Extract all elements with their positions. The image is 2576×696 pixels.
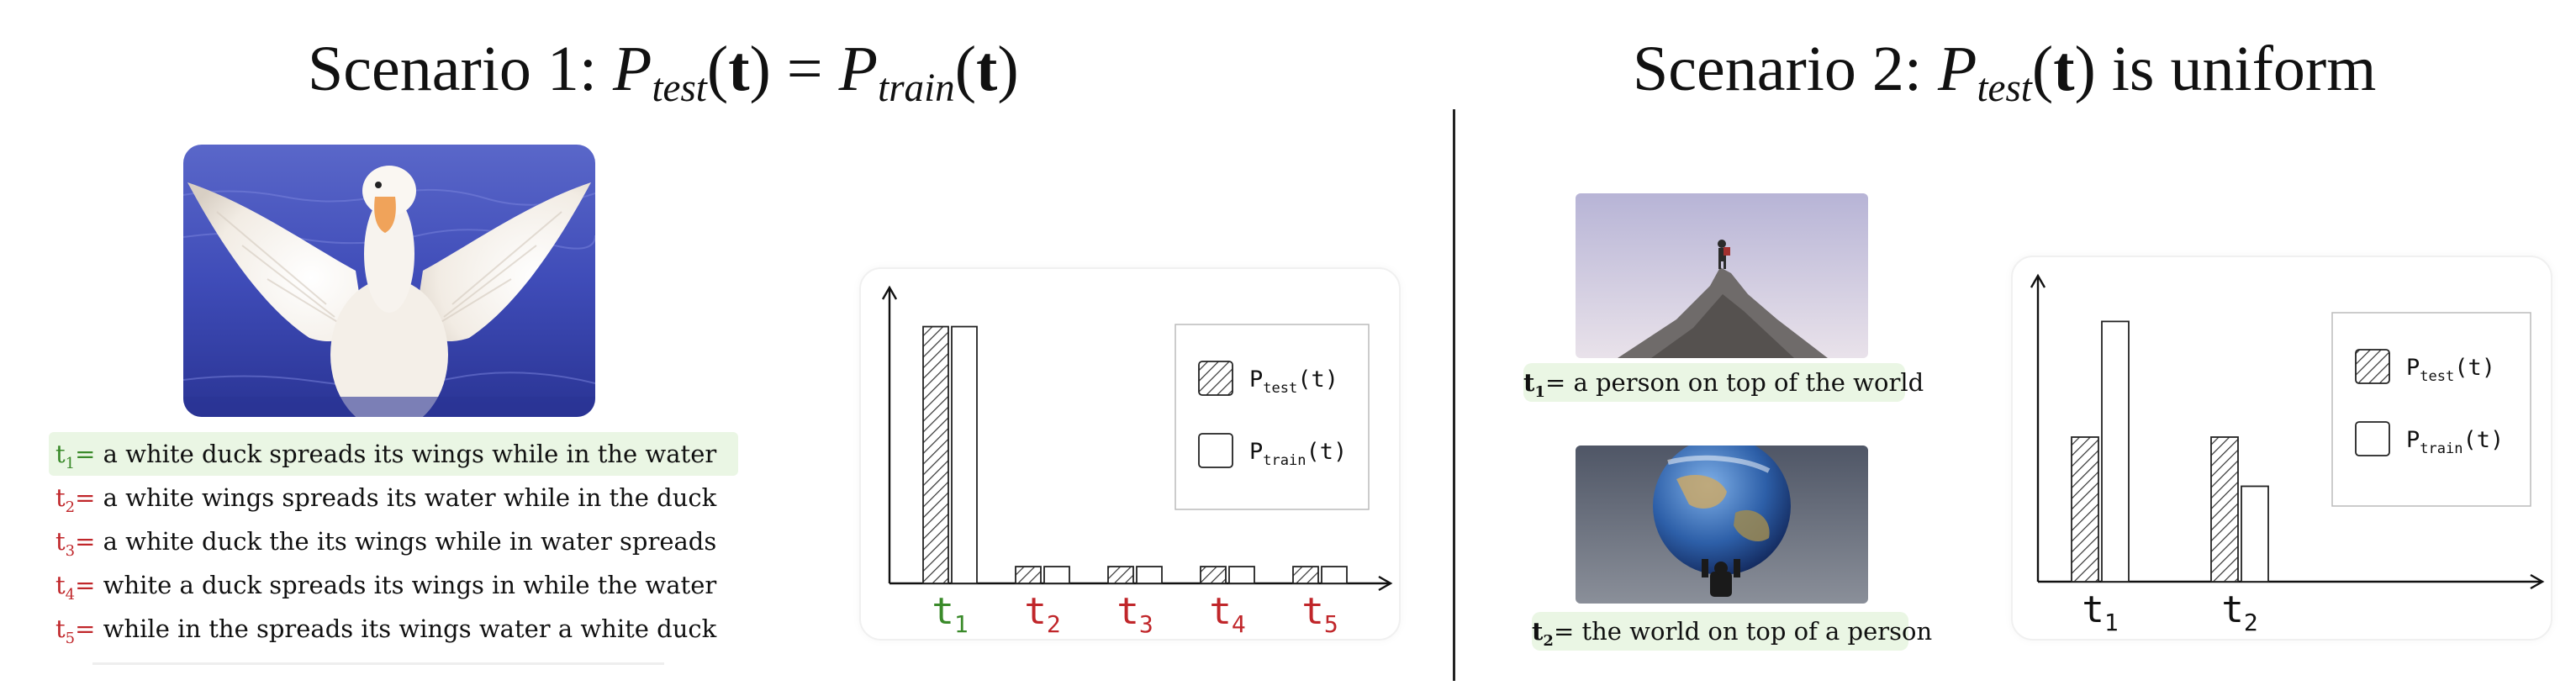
bar-t3-train <box>1136 566 1163 584</box>
caption-list-underline <box>92 662 664 665</box>
scenario2-caption-1-text: a person on top of the world <box>1565 368 1924 397</box>
x-tick-label-t1: t1 <box>932 590 968 638</box>
legend-label-train: Ptrain(t) <box>2406 427 2504 457</box>
scenario1-caption-4-text: white a duck spreads its wings in while … <box>95 571 717 599</box>
scenario1-caption-list: t1= a white duck spreads its wings while… <box>49 432 738 651</box>
bar-t2-test <box>1015 566 1042 584</box>
scenario1-chart-panel: t1 t2 t3 t4 t5 Ptest(t) Ptrain(t) <box>859 267 1401 641</box>
scenario1-caption-3-text: a white duck the its wings while in wate… <box>95 527 717 556</box>
bar-t4-train <box>1228 566 1255 584</box>
scenario1-caption-1-label: t1= <box>55 440 96 472</box>
legend-box <box>2331 312 2531 507</box>
scenario2-caption-1: t1= a person on top of the world <box>1523 363 1924 402</box>
scenario1-title-prefix: Scenario 1: <box>308 34 614 104</box>
legend-swatch-train <box>2355 421 2390 456</box>
scenario2-title: Scenario 2: Ptest(t) is uniform <box>1633 34 2377 111</box>
legend-box <box>1175 324 1370 510</box>
scenario2-caption-2-text: the world on top of a person <box>1574 617 1933 646</box>
bar-t1-train <box>2101 320 2130 583</box>
scenario2-caption-2-label: t2 <box>1532 617 1554 650</box>
scenario1-caption-4-label: t4= <box>55 571 96 604</box>
scenario2-caption-2-eq: = <box>1553 617 1575 646</box>
scenario2-title-suffix: is uniform <box>2095 34 2377 104</box>
x-tick-label-t2: t2 <box>2221 588 2257 636</box>
bar-t4-test <box>1200 566 1227 584</box>
scenario1-chart: t1 t2 t3 t4 t5 Ptest(t) Ptrain(t) <box>881 285 1393 638</box>
bar-t1-test <box>922 325 949 584</box>
legend-swatch-test <box>2355 349 2390 384</box>
scenario2-chart: t1 t2 Ptest(t) Ptrain(t) <box>2030 273 2545 636</box>
legend-swatch-train <box>1198 433 1233 468</box>
x-tick-label-t5: t5 <box>1301 590 1338 638</box>
x-tick-label-t2: t2 <box>1024 590 1060 638</box>
scenario2-caption-1-label: t1 <box>1523 368 1545 401</box>
x-axis-arrow <box>2530 573 2545 590</box>
x-tick-label-t4: t4 <box>1209 590 1245 638</box>
bar-t1-train <box>951 325 978 584</box>
scenario1-caption-4: t4= white a duck spreads its wings in wh… <box>49 563 738 607</box>
scenario2-title-prefix: Scenario 2: <box>1633 34 1939 104</box>
bar-t2-train <box>2241 485 2269 583</box>
scenario1-caption-2-label: t2= <box>55 483 96 516</box>
x-tick-label-t1: t1 <box>2082 588 2118 636</box>
scenario1-caption-1-text: a white duck spreads its wings while in … <box>95 440 717 468</box>
scenario2-caption-2: t2= the world on top of a person <box>1532 612 1932 651</box>
scenario2-chart-panel: t1 t2 Ptest(t) Ptrain(t) <box>2011 256 2552 641</box>
legend-label-test: Ptest(t) <box>1249 366 1338 397</box>
mountain-illustration <box>1576 193 1868 358</box>
scenario1-caption-5-text: while in the spreads its wings water a w… <box>95 614 717 643</box>
duck-illustration <box>183 145 595 417</box>
scenario1-caption-2: t2= a white wings spreads its water whil… <box>49 476 738 519</box>
world-image <box>1576 446 1868 604</box>
legend-swatch-test <box>1198 361 1233 396</box>
y-axis-arrow <box>2030 273 2046 288</box>
bar-t5-test <box>1292 566 1319 584</box>
scenario2-caption-1-eq: = <box>1544 368 1566 397</box>
world-illustration <box>1576 446 1868 604</box>
x-axis-arrow <box>1378 575 1393 592</box>
bar-t2-test <box>2210 436 2239 583</box>
legend-label-train: Ptrain(t) <box>1249 439 1347 469</box>
duck-image <box>183 145 595 417</box>
legend-label-test: Ptest(t) <box>2406 355 2495 385</box>
scenario1-caption-3: t3= a white duck the its wings while in … <box>49 519 738 563</box>
scenario1-title: Scenario 1: Ptest(t) = Ptrain(t) <box>308 34 1019 111</box>
bar-t1-test <box>2071 436 2099 583</box>
scenario1-caption-1: t1= a white duck spreads its wings while… <box>49 432 738 476</box>
scenario1-caption-5: t5= while in the spreads its wings water… <box>49 607 738 651</box>
scenario1-caption-5-label: t5= <box>55 614 96 647</box>
bar-t5-train <box>1321 566 1348 584</box>
x-tick-label-t3: t3 <box>1116 590 1153 638</box>
bar-t2-train <box>1043 566 1070 584</box>
y-axis-arrow <box>881 285 898 300</box>
mountain-image <box>1576 193 1868 358</box>
bar-t3-test <box>1107 566 1134 584</box>
scenario-divider <box>1453 109 1455 681</box>
scenario1-caption-2-text: a white wings spreads its water while in… <box>95 483 717 512</box>
scenario1-caption-3-label: t3= <box>55 527 96 560</box>
